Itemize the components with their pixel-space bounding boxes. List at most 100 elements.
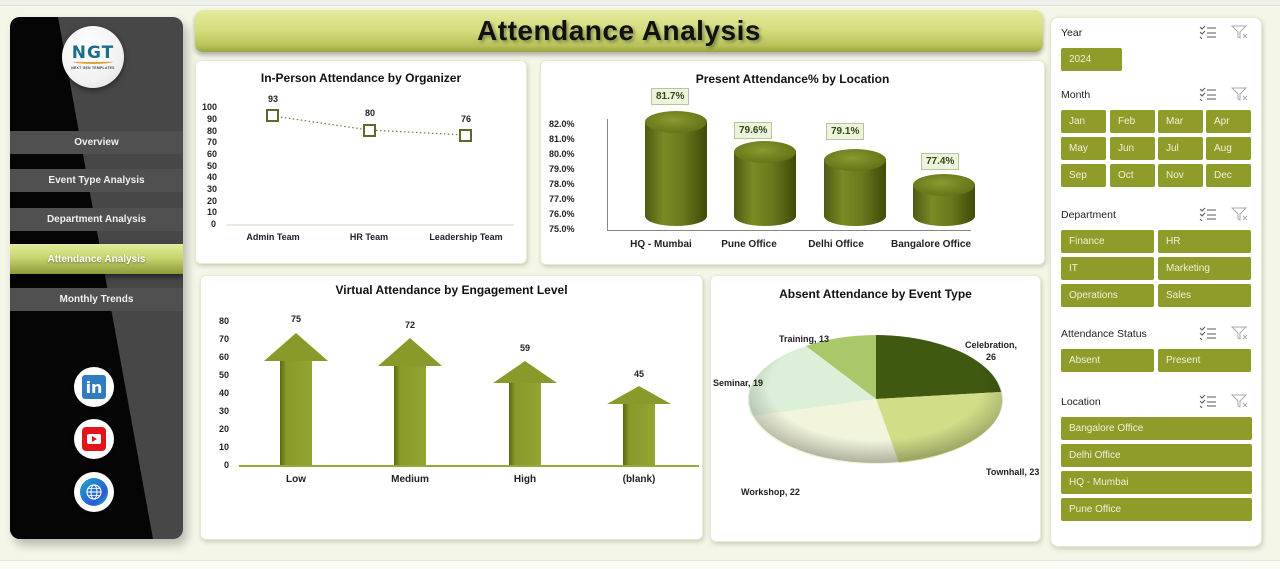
linkedin-icon: in bbox=[82, 375, 106, 399]
slicer-month-sep[interactable]: Sep bbox=[1061, 164, 1106, 187]
chip-label: Nov bbox=[1166, 170, 1184, 181]
chart-title: Absent Attendance by Event Type bbox=[779, 287, 972, 301]
slicer-month-dec[interactable]: Dec bbox=[1206, 164, 1251, 187]
bar-medium[interactable] bbox=[378, 338, 442, 465]
pie-label-townhall: Townhall, 23 bbox=[986, 467, 1040, 477]
chip-label: 2024 bbox=[1069, 54, 1092, 65]
bar-blank[interactable] bbox=[607, 386, 671, 465]
chip-label: Delhi Office bbox=[1069, 450, 1121, 461]
slicer-month-jul[interactable]: Jul bbox=[1158, 137, 1203, 160]
y-tick: 77.0% bbox=[549, 194, 575, 204]
website-button[interactable] bbox=[74, 472, 114, 512]
y-tick: 0 bbox=[224, 460, 230, 470]
multi-select-icon[interactable] bbox=[1199, 87, 1217, 101]
slicer-month-jan[interactable]: Jan bbox=[1061, 110, 1106, 133]
logo-text: NGT bbox=[71, 42, 115, 63]
chip-label: Pune Office bbox=[1069, 504, 1122, 515]
data-label: 72 bbox=[404, 320, 415, 330]
sidebar-decor bbox=[10, 17, 153, 539]
x-category: Pune Office bbox=[721, 239, 777, 250]
slicer-status-present[interactable]: Present bbox=[1158, 349, 1251, 372]
slicer-dept-marketing[interactable]: Marketing bbox=[1158, 257, 1251, 280]
clear-filter-icon[interactable] bbox=[1231, 394, 1249, 408]
chip-label: Marketing bbox=[1166, 263, 1210, 274]
page-title: Attendance Analysis bbox=[477, 15, 761, 46]
y-tick: 50 bbox=[207, 161, 218, 171]
window-top-strip bbox=[0, 0, 1280, 6]
chip-label: Jan bbox=[1069, 116, 1086, 127]
y-tick: 78.0% bbox=[549, 179, 575, 189]
slicer-location-pune[interactable]: Pune Office bbox=[1061, 498, 1252, 521]
data-label: 75 bbox=[290, 314, 301, 324]
multi-select-icon[interactable] bbox=[1199, 394, 1217, 408]
clear-filter-icon[interactable] bbox=[1231, 207, 1249, 221]
slicer-dept-hr[interactable]: HR bbox=[1158, 230, 1251, 253]
nav-label: Overview bbox=[74, 137, 119, 148]
linkedin-button[interactable]: in bbox=[74, 367, 114, 407]
chip-label: Jul bbox=[1166, 143, 1179, 154]
bar-pune-office[interactable] bbox=[734, 141, 796, 226]
slicer-year-2024[interactable]: 2024 bbox=[1061, 48, 1122, 71]
nav-overview[interactable]: Overview bbox=[10, 131, 183, 154]
chip-label: Sep bbox=[1069, 170, 1087, 181]
multi-select-icon[interactable] bbox=[1199, 25, 1217, 39]
slicer-month-oct[interactable]: Oct bbox=[1110, 164, 1155, 187]
chip-label: Dec bbox=[1214, 170, 1232, 181]
bar-low[interactable] bbox=[264, 333, 328, 465]
clear-filter-icon[interactable] bbox=[1231, 326, 1249, 340]
y-tick: 70 bbox=[207, 137, 218, 147]
y-tick: 90 bbox=[207, 114, 218, 124]
slicer-status-absent[interactable]: Absent bbox=[1061, 349, 1154, 372]
bar-high[interactable] bbox=[493, 361, 557, 465]
y-tick: 76.0% bbox=[549, 209, 575, 219]
nav-attendance-analysis[interactable]: Attendance Analysis bbox=[10, 244, 183, 274]
chip-label: Bangalore Office bbox=[1069, 423, 1144, 434]
slicer-month-feb[interactable]: Feb bbox=[1110, 110, 1155, 133]
nav-department-analysis[interactable]: Department Analysis bbox=[10, 208, 183, 231]
x-category: HR Team bbox=[349, 232, 389, 242]
chip-label: HQ - Mumbai bbox=[1069, 477, 1129, 488]
chip-label: Sales bbox=[1166, 290, 1192, 301]
youtube-button[interactable] bbox=[74, 419, 114, 459]
slicer-dept-finance[interactable]: Finance bbox=[1061, 230, 1154, 253]
slicer-title-department: Department bbox=[1061, 209, 1116, 221]
y-tick: 30 bbox=[207, 184, 218, 194]
slicer-dept-sales[interactable]: Sales bbox=[1158, 284, 1251, 307]
clear-filter-icon[interactable] bbox=[1231, 25, 1249, 39]
slicer-month-mar[interactable]: Mar bbox=[1158, 110, 1203, 133]
chip-label: Jun bbox=[1118, 143, 1135, 154]
slicer-month-apr[interactable]: Apr bbox=[1206, 110, 1251, 133]
y-tick: 70 bbox=[219, 334, 230, 344]
chart-virtual-attendance: Virtual Attendance by Engagement Level 8… bbox=[200, 275, 703, 540]
y-tick: 75.0% bbox=[549, 224, 575, 234]
multi-select-icon[interactable] bbox=[1199, 326, 1217, 340]
slicer-location-hq-mumbai[interactable]: HQ - Mumbai bbox=[1061, 471, 1252, 494]
nav-monthly-trends[interactable]: Monthly Trends bbox=[10, 288, 183, 311]
data-label: 93 bbox=[267, 94, 278, 104]
y-tick: 81.0% bbox=[549, 134, 575, 144]
slicer-location-bangalore[interactable]: Bangalore Office bbox=[1061, 417, 1252, 440]
bar-delhi-office[interactable] bbox=[824, 149, 886, 226]
data-label: 76 bbox=[460, 114, 471, 124]
slicer-location-delhi[interactable]: Delhi Office bbox=[1061, 444, 1252, 467]
slicer-month-aug[interactable]: Aug bbox=[1206, 137, 1251, 160]
y-tick: 60 bbox=[207, 149, 218, 159]
x-category: Low bbox=[286, 474, 306, 485]
bar-hq-mumbai[interactable] bbox=[645, 111, 707, 226]
chart-in-person-attendance: In-Person Attendance by Organizer 100 90… bbox=[195, 60, 527, 264]
slicer-dept-operations[interactable]: Operations bbox=[1061, 284, 1154, 307]
slicer-dept-it[interactable]: IT bbox=[1061, 257, 1154, 280]
chip-label: May bbox=[1069, 143, 1088, 154]
slicer-month-may[interactable]: May bbox=[1061, 137, 1106, 160]
y-tick: 50 bbox=[219, 370, 230, 380]
slicer-month-jun[interactable]: Jun bbox=[1110, 137, 1155, 160]
slicer-title-location: Location bbox=[1061, 396, 1101, 408]
bar-bangalore-office[interactable] bbox=[913, 174, 975, 226]
chip-label: Present bbox=[1166, 355, 1201, 366]
nav-event-type-analysis[interactable]: Event Type Analysis bbox=[10, 169, 183, 192]
clear-filter-icon[interactable] bbox=[1231, 87, 1249, 101]
multi-select-icon[interactable] bbox=[1199, 207, 1217, 221]
slicer-month-nov[interactable]: Nov bbox=[1158, 164, 1203, 187]
y-tick: 30 bbox=[219, 406, 230, 416]
x-category: Admin Team bbox=[246, 232, 300, 242]
